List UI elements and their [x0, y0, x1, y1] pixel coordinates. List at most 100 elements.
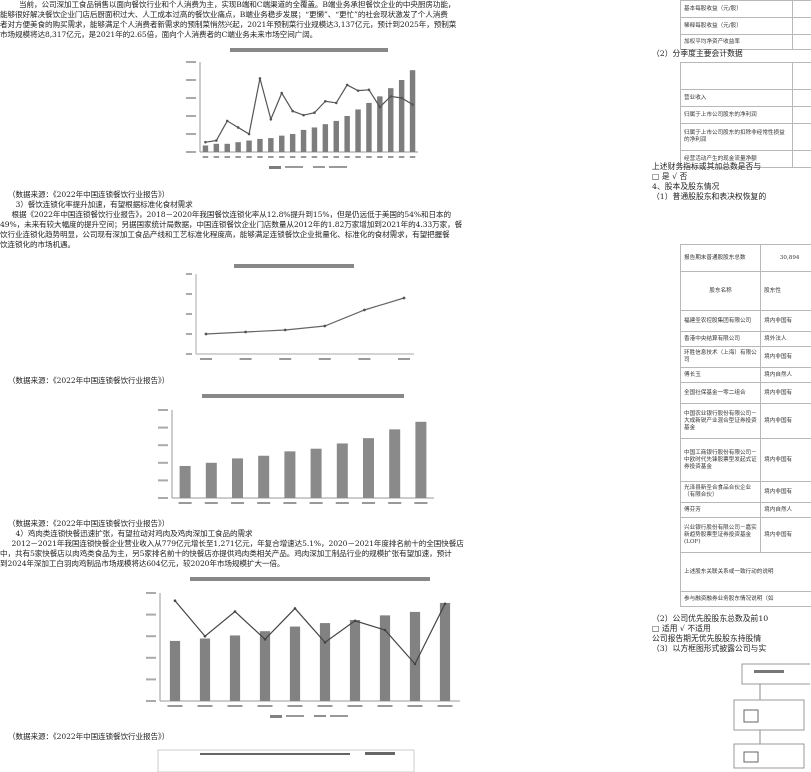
x-tick-label: [257, 502, 271, 504]
quarter-row-net-profit: 归属于上市公司股东的净利润: [680, 106, 793, 124]
bar: [257, 138, 263, 152]
x-tick-label: [224, 156, 230, 158]
line-point: [353, 619, 357, 623]
x-tick-label: [344, 156, 350, 158]
chart-2-figure: [174, 258, 424, 370]
bar: [268, 138, 274, 152]
x-tick-label: [398, 156, 405, 158]
bar: [379, 615, 391, 701]
line-point: [258, 77, 262, 80]
holder-type-6: 境内非国有: [760, 403, 811, 439]
intro-line-1: 当前，公司深加工食品销售以面向餐饮行业和个人消费为主，实现B端和C端渠道的全覆盖…: [4, 0, 456, 9]
x-tick-label: [204, 502, 218, 504]
section-4-title: 4）鸡肉类连锁快餐迅速扩张，有望拉动对鸡肉及鸡肉深加工食品的需求: [8, 529, 253, 538]
line-point: [356, 89, 360, 92]
bar: [279, 135, 285, 152]
bar: [349, 620, 361, 701]
x-tick-label: [355, 156, 361, 158]
block-diagram-subtitle: （3）以方框图形式披露公司与实: [652, 644, 767, 653]
series-line: [174, 600, 446, 666]
bar: [229, 635, 241, 701]
source-note-1: （数据来源：《2022年中国连锁餐饮行业报告》）: [8, 190, 170, 199]
holders-total-value: 30,894: [760, 244, 811, 272]
bar: [235, 142, 241, 152]
holder-name-7: 中国工商银行股份有限公司－中欧时代先锋股票型发起式证券投资基金: [679, 438, 762, 482]
holder-type-4: 境内自然人: [760, 367, 811, 383]
holder-name-5: 全国社保基金一零二组合: [679, 382, 762, 404]
indicator-diff-answer: □ 是 √ 否: [652, 172, 688, 181]
margin-trading-note: 参与融资融券业务股东情况说明（如: [680, 591, 811, 607]
bar: [258, 455, 270, 498]
bar: [199, 638, 211, 701]
bar: [355, 109, 361, 152]
bar: [224, 143, 230, 152]
holder-head-type: 股东性: [760, 271, 811, 311]
y-tick-label: [186, 97, 196, 99]
bar: [389, 429, 401, 498]
chart-3-figure: [142, 390, 442, 512]
series-line: [205, 297, 405, 335]
source-note-2: （数据来源：《2022年中国连锁餐饮行业报告》）: [8, 376, 170, 385]
bar: [344, 116, 350, 152]
x-tick-label: [227, 705, 243, 707]
section-3-line-1: 根据《2022年中国连锁餐饮行业报告》，2018－2020年我国餐饮连锁化率从1…: [4, 210, 451, 219]
line-point: [215, 139, 218, 142]
y-tick-label: [158, 479, 168, 482]
holder-name-6: 中国农业银行股份有限公司－大成新锐产业混合型证券投资基金: [679, 403, 762, 439]
y-tick-label: [186, 273, 192, 275]
holder-type-9: 境内自然人: [760, 502, 811, 518]
y-tick-label: [146, 678, 156, 681]
source-note-4: （数据来源：《2022年中国连锁餐饮行业报告》）: [8, 732, 170, 741]
x-tick-label: [300, 156, 307, 158]
bar: [246, 140, 252, 152]
holders-total-label: 报告期末普通股股东总数: [679, 244, 762, 272]
x-tick-label: [318, 358, 331, 360]
x-tick-label: [377, 705, 393, 707]
section-3-line-2: 49%，未来有较大幅度的提升空间；另据国家统计局数据，中国连锁餐饮企业门店数量从…: [0, 220, 463, 229]
line-point: [173, 599, 177, 603]
x-tick-label: [279, 156, 285, 158]
left-column: 当前，公司深加工食品销售以面向餐饮行业和个人消费为主，实现B端和C端渠道的全覆盖…: [0, 0, 464, 772]
bar: [179, 465, 191, 498]
holder-name-4: 傅长玉: [679, 367, 762, 383]
x-tick-label: [202, 156, 209, 158]
bar: [439, 602, 451, 701]
x-tick-label: [178, 502, 192, 504]
shareholders-table: 报告期末普通股股东总数 30,894 股东名称 股东性 福建圣农控股集团有限公司…: [679, 244, 811, 607]
intro-line-3: 者对方便美食的购买需求，能够满足个人消费者新需求的预制菜悄然兴起，2021年预制…: [0, 20, 457, 29]
line-point: [280, 91, 284, 95]
x-tick-label: [289, 156, 296, 158]
chart-3-svg: [158, 394, 434, 504]
y-tick-label: [146, 635, 156, 638]
x-tick-label: [407, 705, 423, 707]
quarter-row-revenue: 营业收入: [680, 89, 793, 107]
x-tick-label: [361, 502, 376, 504]
legend-swatch: [269, 166, 281, 169]
y-tick-label: [186, 79, 196, 81]
y-tick-label: [146, 613, 156, 616]
chart-title-scan: [230, 48, 388, 52]
bar: [336, 443, 348, 498]
bar: [333, 120, 339, 152]
line-point: [411, 103, 414, 106]
bar: [205, 462, 217, 498]
quarter-row-deducted-profit: 归属于上市公司股东的扣除非经常性损益的净利润: [680, 123, 793, 151]
legend-label: [286, 715, 304, 717]
y-tick-label: [146, 656, 156, 659]
line-point: [233, 610, 237, 613]
bar: [409, 70, 416, 152]
x-tick-label: [366, 156, 372, 158]
holder-name-1: 福建圣农控股集团有限公司: [679, 310, 762, 332]
line-point: [236, 126, 240, 129]
bar: [377, 96, 383, 152]
holder-type-10: 境内非国有: [760, 517, 811, 553]
holder-name-9: 傅芬芳: [679, 502, 762, 518]
x-tick-label: [398, 358, 410, 360]
holder-type-8: 境内非国有: [760, 481, 811, 503]
chart-5-svg: [157, 749, 415, 772]
chart-1-svg: [186, 48, 418, 169]
x-tick-label: [246, 156, 252, 158]
holder-name-8: 光泽县新圣合食品合伙企业（有限合伙）: [679, 481, 762, 503]
bar: [398, 80, 405, 152]
holder-type-5: 境内非国有: [760, 382, 811, 404]
